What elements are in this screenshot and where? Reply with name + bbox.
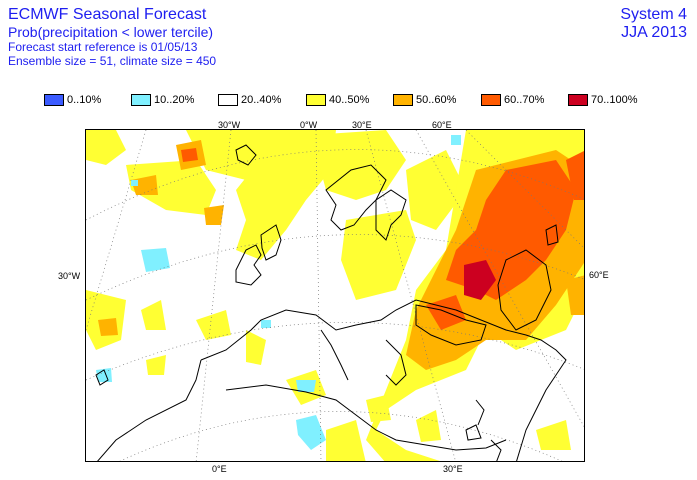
map-subtitle-start: Forecast start reference is 01/05/13 — [8, 40, 198, 54]
axis-label-right: 60°E — [589, 270, 609, 280]
header-right: System 4 JJA 2013 — [620, 6, 687, 42]
legend-item: 40..50% — [306, 94, 369, 106]
axis-label-bottom: 0°E — [212, 464, 227, 474]
legend-label: 70..100% — [591, 94, 638, 106]
legend-label: 0..10% — [67, 94, 102, 106]
probability-shading — [86, 130, 584, 461]
axis-label-top: 30°W — [218, 120, 241, 130]
legend-swatch — [44, 94, 64, 106]
axis-label-bottom: 30°E — [443, 464, 463, 474]
legend-label: 40..50% — [329, 94, 370, 106]
legend-swatch — [481, 94, 501, 106]
legend-item: 70..100% — [568, 94, 637, 106]
map-canvas — [86, 130, 584, 461]
header-left: ECMWF Seasonal Forecast Prob(precipitati… — [8, 6, 216, 68]
axis-label-top: 0°W — [300, 120, 318, 130]
legend-item: 10..20% — [131, 94, 194, 106]
probability-map — [85, 129, 585, 462]
legend: 0..10% 10..20% 20..40% 40..50% 50..60% 6… — [0, 94, 697, 110]
legend-item: 60..70% — [481, 94, 544, 106]
legend-swatch — [568, 94, 588, 106]
legend-swatch — [131, 94, 151, 106]
axis-label-left: 30°W — [58, 271, 81, 281]
legend-label: 50..60% — [416, 94, 457, 106]
map-subtitle-variable: Prob(precipitation < lower tercile) — [8, 24, 214, 40]
legend-label: 20..40% — [241, 94, 282, 106]
legend-swatch — [218, 94, 238, 106]
coastlines — [95, 144, 567, 461]
legend-label: 60..70% — [504, 94, 545, 106]
legend-item: 0..10% — [44, 94, 101, 106]
shade-70-100 — [464, 260, 496, 300]
legend-label: 10..20% — [154, 94, 195, 106]
axis-label-top: 60°E — [432, 120, 452, 130]
legend-swatch — [393, 94, 413, 106]
graticule — [86, 130, 584, 461]
season-label: JJA 2013 — [621, 24, 687, 41]
system-label: System 4 — [620, 6, 687, 23]
axis-label-top: 30°E — [352, 120, 372, 130]
legend-swatch — [306, 94, 326, 106]
legend-item: 50..60% — [393, 94, 456, 106]
map-subtitle-ensemble: Ensemble size = 51, climate size = 450 — [8, 54, 217, 68]
shade-10-20 — [96, 135, 461, 450]
map-title: ECMWF Seasonal Forecast — [8, 6, 207, 23]
legend-item: 20..40% — [218, 94, 281, 106]
